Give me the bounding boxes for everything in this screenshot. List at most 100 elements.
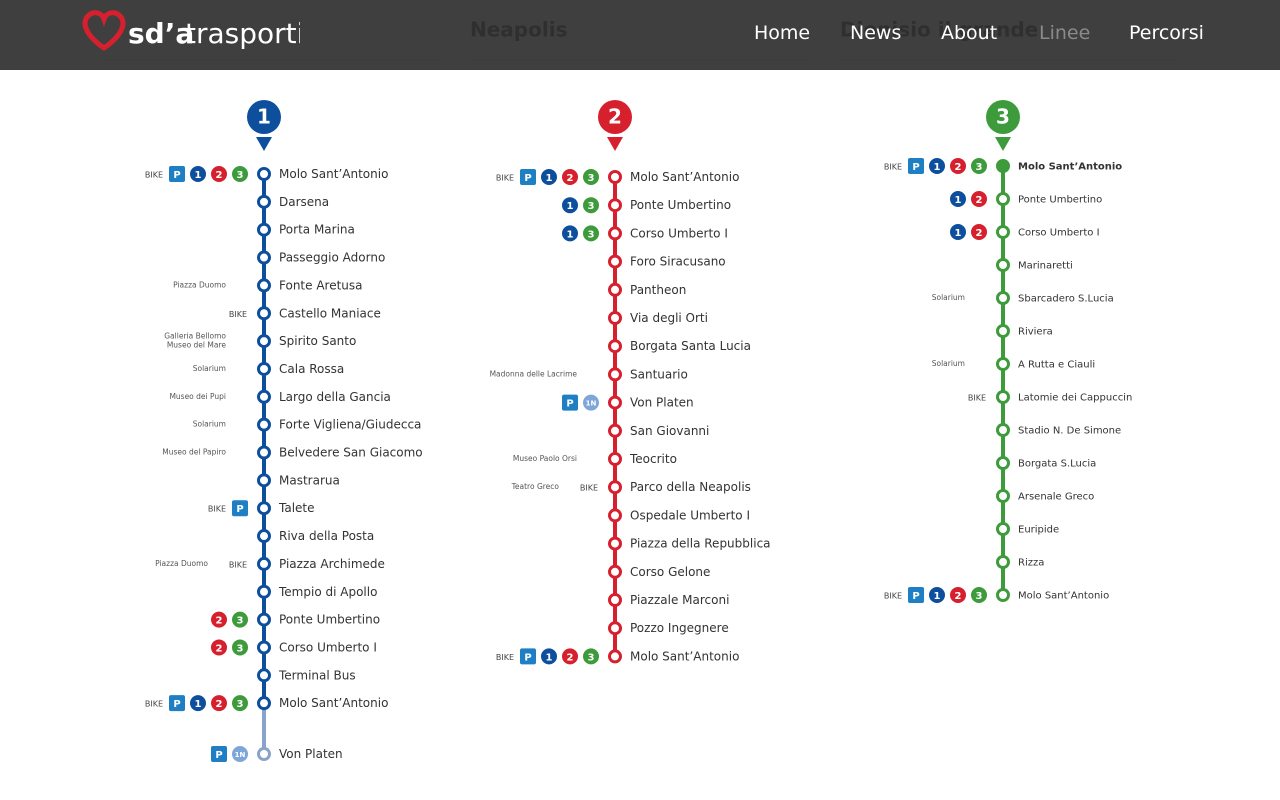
- nav-link[interactable]: About: [941, 22, 998, 44]
- badge-label: P: [524, 173, 531, 184]
- stop-name: Piazza Archimede: [279, 557, 385, 571]
- stop-name: Von Platen: [279, 747, 343, 761]
- stop-note: Museo del Papiro: [162, 448, 226, 457]
- badge-label: 2: [976, 228, 983, 239]
- stop-dot: [608, 311, 622, 325]
- bike-badge: BIKE: [145, 171, 163, 180]
- stop-dot: [608, 423, 622, 438]
- badge-label: 1: [546, 173, 553, 184]
- badge-label: P: [215, 750, 222, 761]
- logo-heart: [82, 10, 126, 52]
- stop-dot: [257, 473, 271, 488]
- stop-name: Corso Umberto I: [1018, 228, 1100, 239]
- stop-name: Via degli Orti: [630, 311, 708, 325]
- stop-name: Mastrarua: [279, 473, 340, 487]
- badge-bg: [950, 587, 966, 603]
- bike-badge: BIKE: [968, 394, 986, 403]
- badge-label: P: [912, 591, 919, 602]
- stop-dot: [257, 250, 271, 265]
- badge-bg: [211, 611, 227, 628]
- stop-name: Santuario: [630, 367, 688, 381]
- badge-bg: [562, 225, 578, 242]
- badge-bg: [211, 166, 227, 182]
- stop-note: Solarium: [193, 420, 226, 429]
- stop-name: Terminal Bus: [278, 668, 356, 682]
- nav-link[interactable]: Home: [754, 22, 811, 44]
- stop-name: Ponte Umbertino: [630, 198, 731, 212]
- badge-label: 2: [955, 162, 962, 173]
- marker-circle: [598, 100, 632, 134]
- stop-name: Forte Vigliena/Giudecca: [279, 418, 421, 432]
- badge-bg: [232, 611, 248, 628]
- badge-label: 2: [567, 173, 574, 184]
- stop-name: Molo Sant’Antonio: [630, 170, 739, 184]
- stop-dot: [257, 584, 271, 599]
- badge-label: 2: [216, 170, 223, 181]
- badge-bg: [950, 191, 966, 207]
- nav-link[interactable]: Linee: [1039, 22, 1091, 44]
- marker-pointer: [256, 137, 272, 151]
- stop-dot: [257, 529, 271, 544]
- badge-label: 1: [955, 228, 962, 239]
- stop-name: Corso Gelone: [630, 565, 710, 579]
- badge-bg: [232, 500, 248, 517]
- stop-dot: [996, 192, 1010, 206]
- logo[interactable]: sd’a trasporti: [80, 0, 300, 70]
- stop-dot: [257, 222, 271, 237]
- stop-dot: [257, 501, 271, 516]
- stop-name: Arsenale Greco: [1018, 492, 1094, 503]
- stop-note: Solarium: [932, 293, 965, 302]
- stop-dot: [608, 508, 622, 523]
- badge-label: 3: [588, 201, 595, 212]
- badge-bg: [971, 191, 987, 207]
- badge-bg: [562, 394, 578, 411]
- bike-badge: BIKE: [208, 505, 226, 514]
- stop-name: Darsena: [279, 195, 329, 209]
- marker-pointer: [995, 137, 1011, 151]
- stop-note: Solarium: [193, 364, 226, 373]
- badge-bg: [232, 639, 248, 656]
- badge-label: P: [173, 699, 180, 710]
- marker-circle: [986, 100, 1020, 134]
- stop-name: Belvedere San Giacomo: [279, 446, 423, 460]
- stop-dot: [996, 291, 1010, 305]
- stop-dot: [257, 278, 271, 293]
- stop-name: Rizza: [1018, 558, 1044, 569]
- bike-badge: BIKE: [145, 700, 163, 709]
- badge-bg: [971, 587, 987, 603]
- badge-bg: [541, 169, 557, 185]
- navbar: sd’a trasporti Home News About Linee Per…: [0, 0, 1280, 70]
- stop-name: San Giovanni: [630, 424, 709, 438]
- badge-bg: [908, 158, 924, 174]
- stop-dot: [608, 480, 622, 495]
- nav-link[interactable]: News: [850, 22, 902, 44]
- stop-name: Tempio di Apollo: [278, 585, 377, 599]
- logo-light: trasporti: [185, 17, 300, 50]
- stop-name: Largo della Gancia: [279, 390, 391, 404]
- stop-name: Cala Rossa: [279, 362, 344, 376]
- stop-name: Castello Maniace: [279, 306, 381, 320]
- badge-label: 3: [588, 173, 595, 184]
- badge-label: P: [173, 170, 180, 181]
- stop-name: Pantheon: [630, 283, 686, 297]
- badge-bg: [971, 224, 987, 240]
- badge-bg: [971, 158, 987, 174]
- nav-link[interactable]: Percorsi: [1129, 22, 1204, 44]
- stop-dot: [608, 198, 622, 213]
- badge-bg: [232, 695, 248, 712]
- stop-note: Madonna delle Lacrime: [490, 369, 578, 378]
- bike-badge: BIKE: [496, 174, 514, 183]
- stop-name: Porta Marina: [279, 223, 355, 237]
- badge-label: P: [524, 652, 531, 663]
- badge-bg: [211, 639, 227, 656]
- stop-dot: [608, 226, 622, 241]
- stop-note: Piazza Duomo: [155, 559, 208, 568]
- stop-name: Riviera: [1018, 327, 1053, 338]
- stop-dot: [996, 258, 1010, 272]
- stop-name: Euripide: [1018, 525, 1059, 536]
- stop-dot: [257, 361, 271, 376]
- badge-bg: [169, 166, 185, 182]
- badge-label: 3: [588, 229, 595, 240]
- badge-bg: [190, 166, 206, 182]
